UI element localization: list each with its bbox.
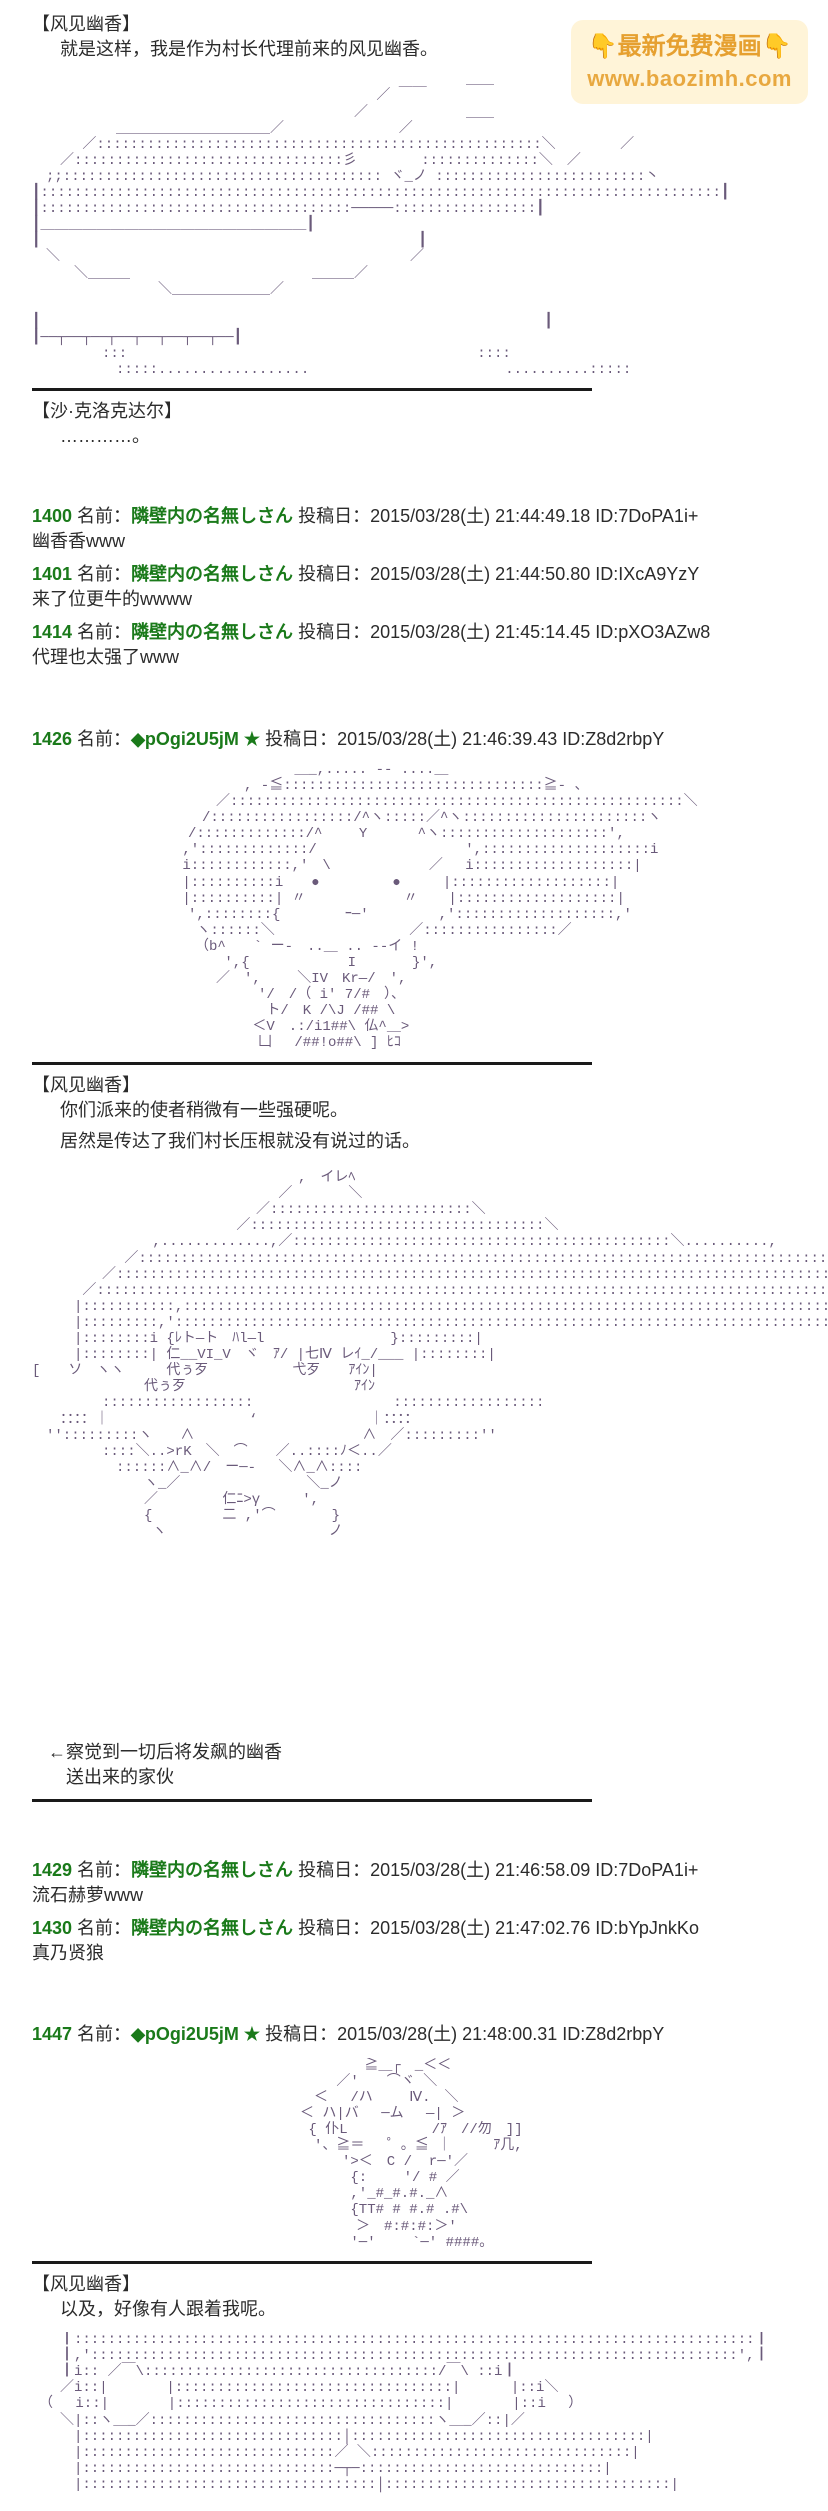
spacer — [32, 1974, 796, 2014]
post-comment: 流石赫萝www — [32, 1883, 796, 1908]
post-tripcode: ◆pOgi2U5jM ★ — [131, 729, 260, 749]
post-comment: 来了位更牛的wwww — [32, 587, 796, 612]
post-anon-name: 隣壁内の名無しさん — [131, 622, 293, 642]
dialogue-text: 居然是传达了我们村长压根就没有说过的话。 — [60, 1129, 796, 1154]
post-number: 1447 — [32, 2024, 72, 2044]
ascii-art: ＿＿ ／ ￣￣ ／ ＿＿ ＿＿＿＿＿＿＿＿＿＿＿／ ／ ／:::::::::::… — [32, 72, 796, 378]
spacer — [32, 456, 796, 496]
watermark-badge: 👇最新免费漫画👇 www.baozimh.com — [571, 20, 808, 104]
post-header: 1400 名前：隣壁内の名無しさん 投稿日：2015/03/28(土) 21:4… — [32, 504, 796, 529]
ascii-annotation: ←察觉到一切后将发飙的幽香 送出来的家伙 — [48, 1740, 282, 1790]
post-meta: 投稿日：2015/03/28(土) 21:46:39.43 ID:Z8d2rbp… — [260, 729, 664, 749]
forum-post: 1414 名前：隣壁内の名無しさん 投稿日：2015/03/28(土) 21:4… — [32, 620, 796, 670]
post-tripcode: ◆pOgi2U5jM ★ — [131, 2024, 260, 2044]
emoji-down-icon: 👇 — [762, 33, 792, 60]
post-meta: 投稿日：2015/03/28(土) 21:45:14.45 ID:pXO3AZw… — [293, 622, 710, 642]
post-header: 1401 名前：隣壁内の名無しさん 投稿日：2015/03/28(土) 21:4… — [32, 562, 796, 587]
ascii-art: ≧＿┌ _＜＜ ／' ⌒ヾ ＼ ＜ /ハ Ⅳ. ＼ ＜ ハ|バ ─ム ―| ＞ … — [132, 2058, 796, 2251]
post-header: 1447 名前：◆pOgi2U5jM ★ 投稿日：2015/03/28(土) 2… — [32, 2022, 796, 2047]
post-meta: 投稿日：2015/03/28(土) 21:47:02.76 ID:bYpJnkK… — [293, 1918, 699, 1938]
post-anon-name: 隣壁内の名無しさん — [131, 564, 293, 584]
post-number: 1429 — [32, 1860, 72, 1880]
post-header: 1430 名前：隣壁内の名無しさん 投稿日：2015/03/28(土) 21:4… — [32, 1916, 796, 1941]
spacer — [32, 679, 796, 719]
post-comment: 代理也太强了www — [32, 645, 796, 670]
post-anon-name: 隣壁内の名無しさん — [131, 1918, 293, 1938]
annotation-line: ←察觉到一切后将发飙的幽香 — [48, 1740, 282, 1765]
ascii-art: ┃:::::::::::::::::::::::::::::::::::::::… — [32, 2332, 796, 2493]
post-meta: 投稿日：2015/03/28(土) 21:48:00.31 ID:Z8d2rbp… — [260, 2024, 664, 2044]
post-header: 1429 名前：隣壁内の名無しさん 投稿日：2015/03/28(土) 21:4… — [32, 1858, 796, 1883]
post-number: 1401 — [32, 564, 72, 584]
watermark-url: www.baozimh.com — [587, 64, 792, 95]
thread-content: 【风见幽香】就是这样，我是作为村长代理前来的风见幽香。 ＿＿ ／ ￣￣ ／ ＿＿… — [0, 0, 828, 2511]
section-divider — [32, 2261, 592, 2264]
post-comment: 真乃贤狼 — [32, 1941, 796, 1966]
ascii-art: ＿_,..... -- ....＿ , -≦::::::::::::::::::… — [132, 762, 796, 1052]
speaker-label: 【沙·克洛克达尔】 — [32, 399, 796, 424]
dialogue-text: …………。 — [60, 424, 796, 449]
forum-post: 1447 名前：◆pOgi2U5jM ★ 投稿日：2015/03/28(土) 2… — [32, 2022, 796, 2047]
dialogue-text: 你们派来的使者稍微有一些强硬呢。 — [60, 1098, 796, 1123]
emoji-down-icon: 👇 — [588, 33, 618, 60]
spacer — [32, 1810, 796, 1850]
post-meta: 投稿日：2015/03/28(土) 21:46:58.09 ID:7DoPA1i… — [293, 1860, 698, 1880]
forum-post: 1430 名前：隣壁内の名無しさん 投稿日：2015/03/28(土) 21:4… — [32, 1916, 796, 1966]
forum-post: 1401 名前：隣壁内の名無しさん 投稿日：2015/03/28(土) 21:4… — [32, 562, 796, 612]
section-divider — [32, 1062, 592, 1065]
speaker-label: 【风见幽香】 — [32, 2272, 796, 2297]
post-meta: 投稿日：2015/03/28(土) 21:44:50.80 ID:IXcA9Yz… — [293, 564, 699, 584]
post-meta: 投稿日：2015/03/28(土) 21:44:49.18 ID:7DoPA1i… — [293, 506, 698, 526]
post-number: 1400 — [32, 506, 72, 526]
section-divider — [32, 388, 592, 391]
section-divider — [32, 1799, 592, 1802]
forum-post: 1400 名前：隣壁内の名無しさん 投稿日：2015/03/28(土) 21:4… — [32, 504, 796, 554]
forum-post: 1426 名前：◆pOgi2U5jM ★ 投稿日：2015/03/28(土) 2… — [32, 727, 796, 752]
post-header: 1414 名前：隣壁内の名無しさん 投稿日：2015/03/28(土) 21:4… — [32, 620, 796, 645]
speaker-label: 【风见幽香】 — [32, 1073, 796, 1098]
post-number: 1430 — [32, 1918, 72, 1938]
dialogue-text: 以及，好像有人跟着我呢。 — [60, 2297, 796, 2322]
post-comment: 幽香香www — [32, 529, 796, 554]
watermark-text: 最新免费漫画 — [618, 33, 762, 60]
forum-post: 1429 名前：隣壁内の名無しさん 投稿日：2015/03/28(土) 21:4… — [32, 1858, 796, 1908]
post-number: 1414 — [32, 622, 72, 642]
post-anon-name: 隣壁内の名無しさん — [131, 1860, 293, 1880]
annotation-line: 送出来的家伙 — [48, 1765, 282, 1790]
ascii-art: , イレﾍ ／ ＼ ／::::::::::::::::::::::::＼ ／::… — [32, 1170, 828, 1540]
post-anon-name: 隣壁内の名無しさん — [131, 506, 293, 526]
ascii-art-row: , イレﾍ ／ ＼ ／::::::::::::::::::::::::＼ ／::… — [32, 1160, 796, 1791]
post-number: 1426 — [32, 729, 72, 749]
post-header: 1426 名前：◆pOgi2U5jM ★ 投稿日：2015/03/28(土) 2… — [32, 727, 796, 752]
